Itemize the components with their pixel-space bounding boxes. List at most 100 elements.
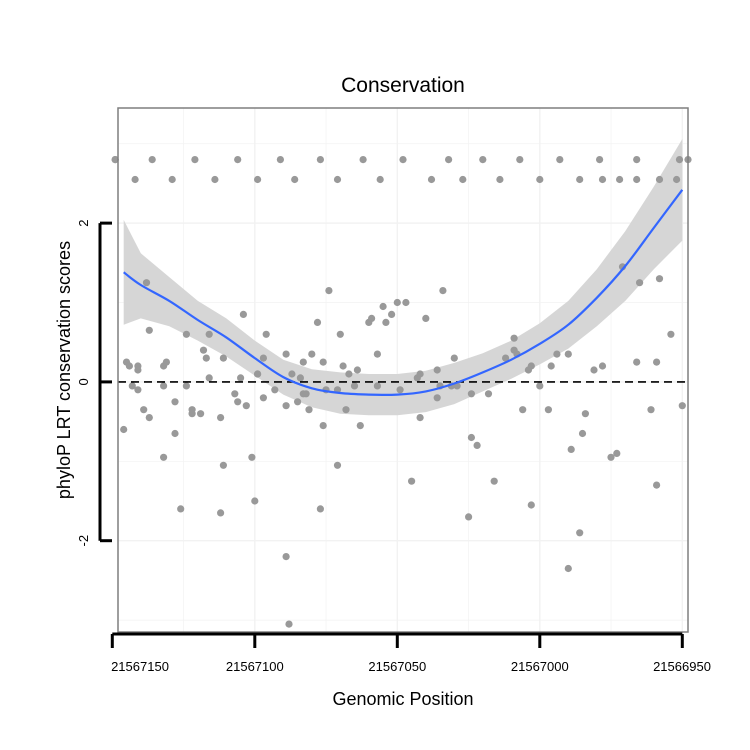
data-point: [333, 175, 342, 184]
data-point: [336, 330, 344, 338]
data-point: [607, 453, 615, 461]
data-point: [373, 382, 381, 390]
data-point: [325, 287, 333, 295]
data-point: [653, 481, 661, 489]
data-point: [316, 156, 324, 164]
data-point: [633, 156, 641, 164]
data-point: [633, 175, 641, 184]
data-point: [160, 382, 168, 390]
data-point: [188, 406, 196, 414]
data-point: [259, 394, 267, 402]
data-point: [655, 275, 664, 283]
data-point: [205, 374, 213, 382]
plot-panel: [118, 108, 688, 632]
data-point: [544, 406, 553, 414]
data-point: [479, 156, 487, 164]
data-point: [282, 350, 290, 358]
data-point: [536, 175, 544, 184]
data-point: [613, 449, 621, 457]
data-point: [576, 175, 584, 184]
data-point: [251, 497, 259, 505]
data-point: [445, 156, 453, 164]
data-point: [134, 386, 142, 394]
x-axis: 21567150 21567100 21567050 21567000 21566950: [110, 632, 711, 674]
data-point: [217, 414, 225, 422]
x-tick-label: 21567100: [226, 659, 284, 674]
data-point: [333, 461, 342, 469]
data-point: [271, 386, 279, 394]
data-point: [678, 402, 686, 410]
data-point: [219, 461, 227, 469]
data-point: [350, 382, 359, 390]
data-point: [396, 386, 404, 394]
data-point: [547, 362, 555, 370]
data-point: [282, 402, 290, 410]
data-point: [308, 350, 316, 358]
data-point: [345, 370, 353, 378]
y-tick-label: 0: [76, 378, 91, 385]
data-point: [553, 350, 561, 358]
data-point: [427, 175, 436, 184]
data-point: [598, 175, 607, 184]
data-point: [162, 358, 170, 366]
data-point: [519, 406, 527, 414]
data-point: [408, 477, 416, 485]
data-points: [111, 156, 692, 628]
data-point: [239, 310, 247, 318]
data-point: [316, 505, 324, 513]
data-point: [581, 410, 590, 418]
data-point: [125, 362, 133, 370]
data-point: [299, 358, 307, 366]
confidence-ribbon: [123, 139, 683, 416]
data-point: [234, 398, 242, 406]
data-point: [439, 287, 447, 295]
data-point: [356, 422, 364, 430]
data-point: [288, 370, 296, 378]
data-point: [399, 156, 407, 164]
data-point: [416, 414, 424, 422]
data-point: [393, 298, 401, 307]
data-point: [177, 505, 185, 513]
data-point: [197, 410, 205, 418]
data-point: [578, 429, 587, 438]
data-point: [248, 453, 256, 461]
data-point: [313, 318, 322, 326]
data-point: [502, 354, 510, 362]
smooth-line: [123, 189, 684, 396]
data-point: [576, 529, 584, 537]
data-point: [388, 310, 396, 318]
data-point: [422, 314, 430, 322]
data-point: [467, 433, 475, 442]
data-point: [636, 279, 644, 287]
data-point: [217, 509, 225, 517]
data-point: [202, 354, 210, 362]
data-point: [254, 175, 262, 184]
data-point: [120, 425, 128, 434]
x-axis-label: Genomic Position: [332, 689, 473, 709]
data-point: [168, 175, 176, 184]
data-point: [142, 279, 151, 287]
data-point: [564, 350, 572, 358]
data-point: [433, 366, 441, 374]
data-point: [382, 318, 390, 326]
data-point: [242, 402, 250, 410]
data-point: [516, 156, 524, 164]
y-tick-label: -2: [76, 535, 91, 547]
loess-smooth-line: [123, 189, 684, 396]
data-point: [262, 330, 270, 338]
data-point: [416, 370, 424, 378]
data-point: [510, 334, 518, 342]
data-point: [305, 406, 313, 414]
data-point: [484, 390, 493, 398]
data-point: [527, 501, 535, 509]
data-point: [536, 382, 544, 390]
data-point: [465, 513, 473, 521]
data-point: [145, 414, 153, 422]
data-point: [598, 362, 607, 370]
data-point: [402, 298, 410, 307]
data-point: [667, 330, 675, 338]
data-point: [319, 422, 327, 430]
data-point: [496, 175, 504, 184]
y-axis: -2 0 2: [76, 219, 112, 546]
